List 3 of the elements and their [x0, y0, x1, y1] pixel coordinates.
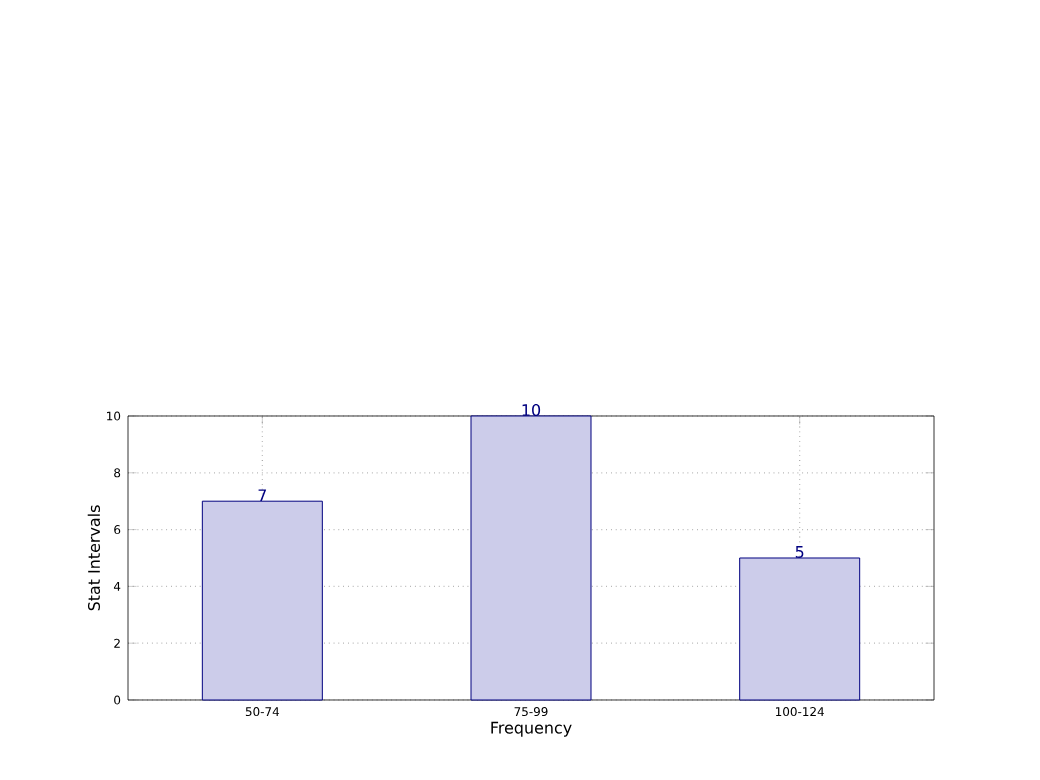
- bar: [739, 557, 861, 701]
- bar: [201, 500, 323, 701]
- bar: [470, 415, 592, 701]
